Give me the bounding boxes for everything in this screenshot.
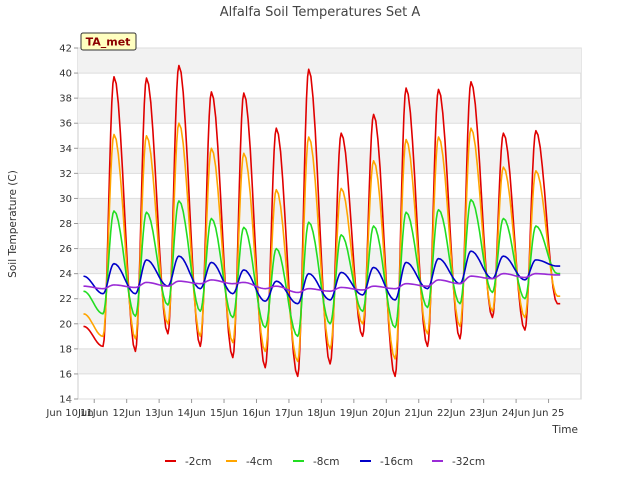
y-axis-ticks: 14 16 18 20 22 24 26 28 30 32 34 36 38 40 42 (59, 44, 78, 406)
y-tick-label: 30 (59, 194, 72, 205)
series-line-4cmcm (83, 122, 561, 363)
series-line-32cmcm (83, 272, 561, 294)
y-tick-label: 34 (59, 144, 72, 155)
grid-band (78, 98, 581, 124)
grid-band (78, 148, 581, 174)
grid-band (78, 248, 581, 274)
y-tick-label: 22 (59, 294, 72, 305)
y-tick-label: 26 (59, 244, 72, 255)
grid-band (78, 298, 581, 324)
x-tick-label: 11Jun (80, 408, 108, 419)
x-tick-label: 14Jun (177, 408, 205, 419)
legend-label: -2cm (185, 456, 211, 468)
y-tick-label: 20 (59, 319, 72, 330)
x-tick-label: 21Jun (405, 408, 433, 419)
x-tick-label: 17Jun (275, 408, 303, 419)
y-tick-label: 18 (59, 344, 72, 355)
y-tick-label: 24 (59, 269, 72, 280)
series-line-2cmcm (83, 64, 561, 378)
legend-label: -16cm (380, 456, 413, 468)
y-tick-label: 38 (59, 94, 72, 105)
legend: -2cm -4cm -8cm -16cm -32cm (165, 456, 485, 468)
y-tick-label: 16 (59, 369, 72, 380)
legend-label: -4cm (246, 456, 272, 468)
x-tick-label: 18Jun (307, 408, 335, 419)
x-tick-label: 23Jun (469, 408, 497, 419)
x-tick-label: 22Jun (437, 408, 465, 419)
x-tick-label: 24Jun (502, 408, 530, 419)
x-tick-label: 19Jun (340, 408, 368, 419)
y-tick-label: 36 (59, 119, 72, 130)
series-line-8cmcm (83, 198, 561, 338)
legend-label: -8cm (313, 456, 339, 468)
grid-band (78, 48, 581, 74)
x-tick-label: Jun 25 (532, 408, 565, 419)
y-tick-label: 32 (59, 169, 72, 180)
badge-label: TA_met (86, 36, 131, 49)
x-tick-label: 15Jun (210, 408, 238, 419)
x-tick-label: Jun 10Jun (45, 408, 93, 419)
ta-met-badge: TA_met (80, 32, 137, 51)
legend-label: -32cm (452, 456, 485, 468)
y-tick-label: 28 (59, 219, 72, 230)
badge-box (80, 32, 137, 51)
x-axis-label: Time (551, 424, 578, 436)
x-tick-label: 20Jun (372, 408, 400, 419)
x-tick-label: 12Jun (112, 408, 140, 419)
series-lines (83, 64, 561, 378)
y-tick-label: 40 (59, 69, 72, 80)
y-axis-label: Soil Temperature (C) (7, 170, 19, 278)
y-tick-label: 42 (59, 44, 72, 55)
x-tick-label: 13Jun (145, 408, 173, 419)
grid-band (78, 198, 581, 224)
y-tick-label: 14 (59, 395, 72, 406)
x-tick-label: 16Jun (242, 408, 270, 419)
chart-title: Alfalfa Soil Temperatures Set A (220, 5, 421, 20)
